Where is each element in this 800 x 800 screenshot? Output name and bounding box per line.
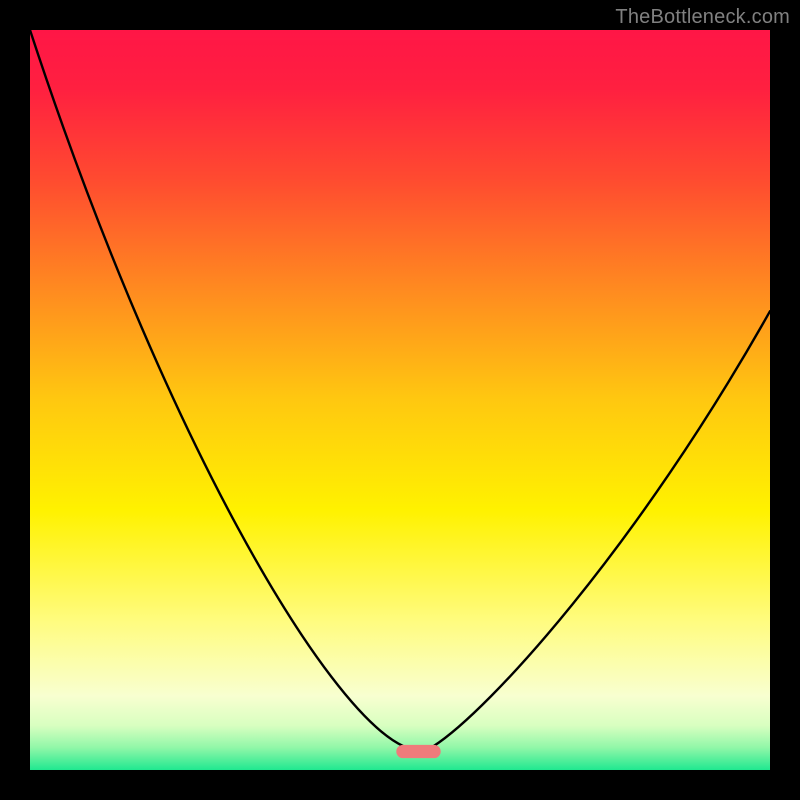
bottom-marker-pill — [396, 745, 440, 758]
watermark-text: TheBottleneck.com — [615, 6, 790, 29]
chart-canvas — [0, 0, 800, 800]
gradient-plot-area — [30, 30, 770, 770]
bottleneck-chart: TheBottleneck.com — [0, 0, 800, 800]
